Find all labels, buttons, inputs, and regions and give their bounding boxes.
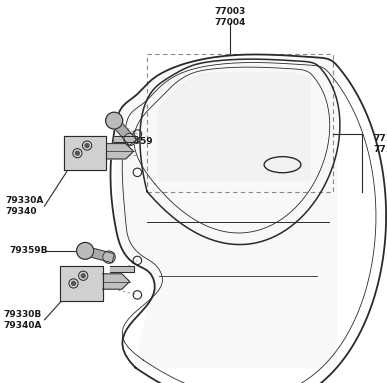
Circle shape xyxy=(85,144,89,147)
Polygon shape xyxy=(64,136,106,170)
Text: 79359B: 79359B xyxy=(10,246,48,255)
Polygon shape xyxy=(159,73,310,180)
Circle shape xyxy=(106,112,123,129)
Polygon shape xyxy=(103,274,130,289)
Text: 79359: 79359 xyxy=(122,137,153,146)
Circle shape xyxy=(77,242,94,259)
Polygon shape xyxy=(110,266,134,272)
Polygon shape xyxy=(114,136,137,142)
Text: 77003
77004: 77003 77004 xyxy=(214,7,246,27)
Circle shape xyxy=(81,274,85,278)
Text: 79330B
79340A: 79330B 79340A xyxy=(4,310,42,330)
Polygon shape xyxy=(60,266,103,301)
Text: 79330A
79340: 79330A 79340 xyxy=(6,196,44,216)
Text: 77111
77121: 77111 77121 xyxy=(373,134,387,154)
Circle shape xyxy=(72,282,75,285)
Circle shape xyxy=(124,133,136,146)
Polygon shape xyxy=(106,144,134,159)
Polygon shape xyxy=(111,118,136,146)
Circle shape xyxy=(75,151,79,155)
Polygon shape xyxy=(84,246,115,263)
Circle shape xyxy=(103,251,115,263)
Polygon shape xyxy=(116,57,337,368)
